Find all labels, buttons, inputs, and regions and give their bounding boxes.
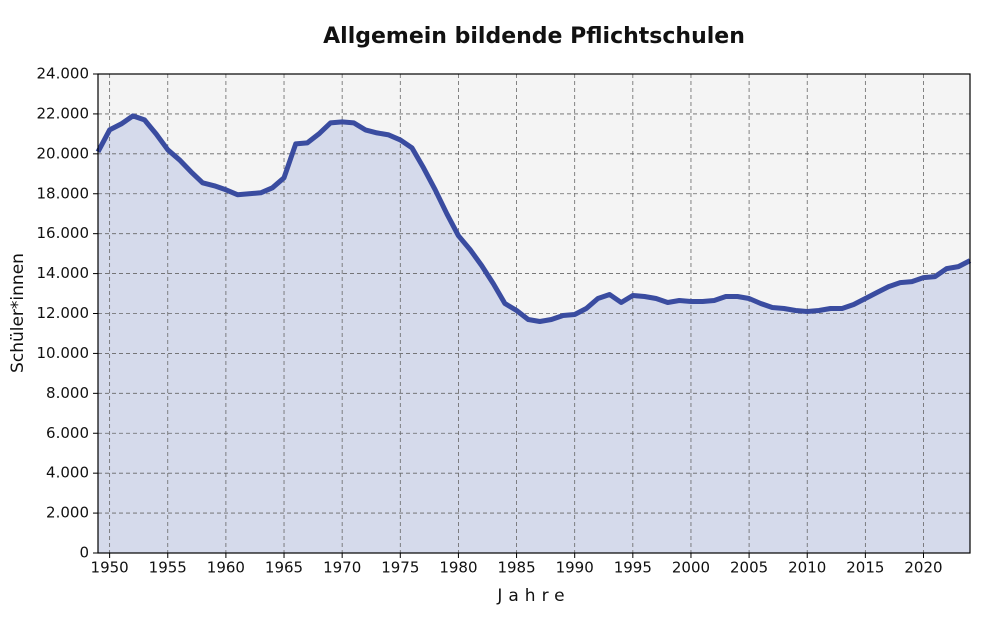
y-tick-label: 18.000 [37,184,90,202]
y-tick-label: 22.000 [37,104,90,122]
x-tick-label: 1960 [207,559,245,577]
y-tick-label: 6.000 [46,424,89,442]
y-tick-label: 14.000 [37,264,90,282]
x-tick-label: 1975 [381,559,419,577]
x-tick-label: 1970 [323,559,361,577]
line [95,113,972,324]
x-tick-label: 1965 [265,559,303,577]
x-tick-label: 2005 [730,559,768,577]
x-tick-label: 1955 [149,559,187,577]
y-tick-label: 20.000 [37,144,90,162]
y-tick-label: 16.000 [37,224,90,242]
y-tick-label: 2.000 [46,504,89,522]
y-tick-label: 10.000 [37,344,90,362]
x-tick-label: 1985 [497,559,535,577]
x-tick-label: 1995 [614,559,652,577]
y-tick-label: 12.000 [37,304,90,322]
x-tick-label: 1980 [439,559,477,577]
y-axis-label: Schüler*innen [8,253,28,373]
x-axis-label: Jahre [496,586,570,606]
x-tick-label: 1990 [556,559,594,577]
area [98,115,970,554]
x-tick-label: 2000 [672,559,710,577]
chart-title: Allgemein bildende Pflichtschulen [323,24,745,49]
y-tick-label: 0 [79,544,89,562]
x-tick-label: 2015 [846,559,884,577]
x-tick-label: 1950 [91,559,129,577]
x-tick-label: 2010 [788,559,826,577]
y-tick-label: 4.000 [46,464,89,482]
x-tick-label: 2020 [904,559,942,577]
y-tick-label: 8.000 [46,384,89,402]
y-tick-label: 24.000 [37,65,90,83]
